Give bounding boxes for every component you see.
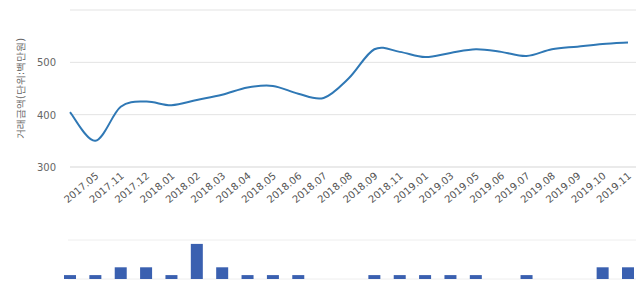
y-tick-label: 300 <box>37 162 56 173</box>
volume-bar <box>444 275 456 279</box>
volume-bar <box>521 275 533 279</box>
volume-bar <box>419 275 431 279</box>
range-top-line <box>68 240 636 241</box>
volume-bar <box>165 275 177 279</box>
plot-area <box>64 244 634 279</box>
plot-area <box>70 42 628 140</box>
y-axis-label: 거래금액(단위:백만원) <box>15 38 26 139</box>
y-tick-label: 500 <box>37 57 56 68</box>
volume-bar <box>115 267 127 279</box>
grid-line <box>70 167 636 168</box>
volume-bar <box>597 267 609 279</box>
volume-bar <box>216 267 228 279</box>
volume-bar <box>64 275 76 279</box>
volume-bar <box>292 275 304 279</box>
y-tick-label: 400 <box>37 110 56 121</box>
volume-bar <box>394 275 406 279</box>
volume-bar <box>368 275 380 279</box>
volume-bar <box>140 267 152 279</box>
volume-bar <box>242 275 254 279</box>
x-tick-label: 2019.11 <box>595 170 634 205</box>
chart-root: 300400500거래금액(단위:백만원)2017.052017.112017.… <box>0 0 640 294</box>
grid-line <box>70 62 636 63</box>
range-bottom-line <box>70 167 636 168</box>
price-line <box>70 42 628 140</box>
range-top-line <box>70 10 636 11</box>
volume-bar <box>191 244 203 279</box>
range-bottom-line <box>68 279 636 280</box>
grid-line <box>70 114 636 115</box>
volume-bar <box>622 267 634 279</box>
volume-bar <box>267 275 279 279</box>
volume-bar <box>89 275 101 279</box>
volume-bar <box>470 275 482 279</box>
